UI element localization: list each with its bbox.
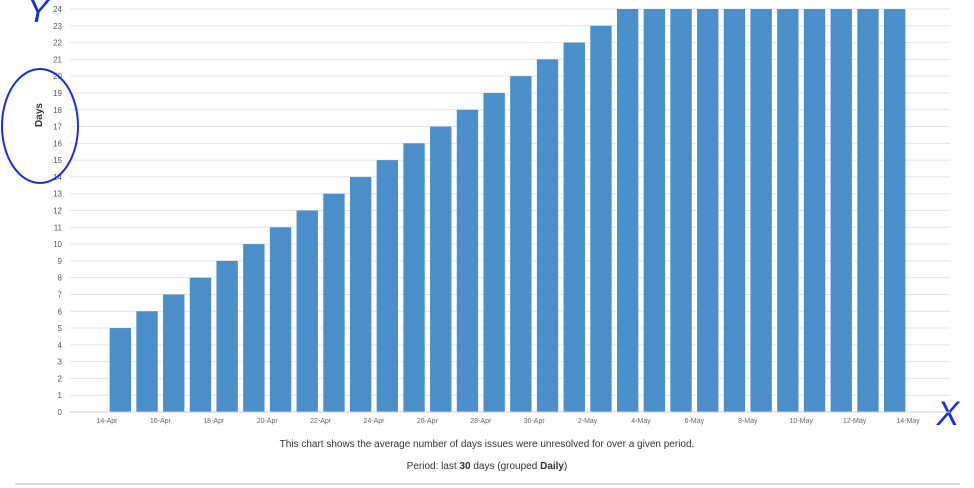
bar [163, 294, 185, 412]
x-tick-label: 26-Apr [417, 418, 439, 425]
bar [403, 143, 425, 413]
bar [510, 76, 532, 413]
bar [456, 109, 479, 412]
x-tick-label: 2-May [578, 418, 598, 425]
y-tick-label: 13 [53, 190, 62, 199]
bar [750, 9, 772, 412]
x-tick-label: 18-Apr [203, 418, 225, 425]
bar [777, 9, 799, 412]
bar [616, 9, 639, 412]
x-tick-label: 10-May [790, 418, 814, 425]
y-axis-label: Days [34, 103, 45, 127]
annotation: Y [27, 0, 52, 30]
x-tick-label: 14-Apr [96, 418, 118, 425]
y-tick-label: 11 [54, 223, 63, 232]
y-tick-label: 19 [53, 89, 62, 98]
y-tick-label: 3 [58, 358, 63, 367]
y-tick-label: 12 [53, 207, 62, 216]
bar [296, 210, 318, 412]
x-tick-label: 4-May [631, 418, 651, 425]
x-tick-label: 16-Apr [150, 418, 172, 425]
x-tick-label: 20-Apr [257, 418, 279, 425]
bar [349, 176, 372, 412]
bar [723, 9, 746, 412]
y-tick-label: 10 [53, 240, 62, 249]
y-tick-label: 4 [58, 341, 63, 350]
y-tick-label: 6 [58, 307, 63, 316]
bar [536, 59, 559, 412]
y-tick-label: 0 [58, 408, 63, 417]
y-tick-label: 5 [58, 324, 63, 333]
bar [590, 25, 612, 413]
bar [670, 9, 692, 412]
y-tick-label: 23 [53, 22, 62, 31]
y-tick-label: 22 [53, 39, 62, 48]
y-tick-label: 17 [53, 123, 62, 132]
bar [883, 9, 906, 412]
y-tick-label: 18 [53, 106, 62, 115]
bar [430, 126, 452, 413]
bar [643, 9, 666, 412]
bar [269, 227, 292, 412]
y-tick-label: 24 [53, 5, 62, 14]
bar [323, 193, 345, 412]
y-tick-label: 2 [58, 374, 63, 383]
y-tick-label: 9 [58, 257, 63, 266]
bar [136, 311, 158, 412]
x-tick-label: 22-Apr [310, 418, 332, 425]
period-value: Daily [540, 461, 564, 472]
bar [109, 328, 132, 412]
x-tick-label: 8-May [738, 418, 758, 425]
y-tick-label: 16 [53, 139, 62, 148]
period-text: days (grouped [470, 461, 541, 472]
description: This chart shows the average number of d… [279, 439, 695, 450]
x-tick-label: 28-Apr [470, 418, 492, 425]
y-tick-label: 21 [53, 55, 62, 64]
period-value: 30 [459, 461, 471, 472]
x-tick-label: 24-Apr [363, 418, 385, 425]
bar [243, 244, 265, 412]
x-tick-label: 6-May [685, 418, 705, 425]
x-tick-label: 14-May [896, 418, 920, 425]
bar [483, 92, 505, 412]
period-text: Period: last [406, 461, 460, 472]
period-text: ) [564, 461, 568, 472]
bar [803, 9, 826, 412]
x-tick-label: 12-May [843, 418, 867, 425]
bar [697, 9, 719, 412]
annotation: X [936, 395, 961, 433]
y-tick-label: 8 [58, 274, 63, 283]
y-tick-label: 7 [58, 290, 63, 299]
bar [857, 9, 879, 412]
bar [189, 277, 212, 412]
x-tick-label: 30-Apr [524, 418, 546, 425]
bar [830, 9, 852, 412]
annotation-circle [1, 68, 79, 184]
period: Period: last 30 days (grouped Daily) [0, 461, 974, 472]
bar [563, 42, 585, 412]
bar [376, 160, 399, 412]
y-tick-label: 1 [58, 391, 63, 400]
bar [216, 260, 238, 412]
y-tick-label: 15 [53, 156, 62, 165]
